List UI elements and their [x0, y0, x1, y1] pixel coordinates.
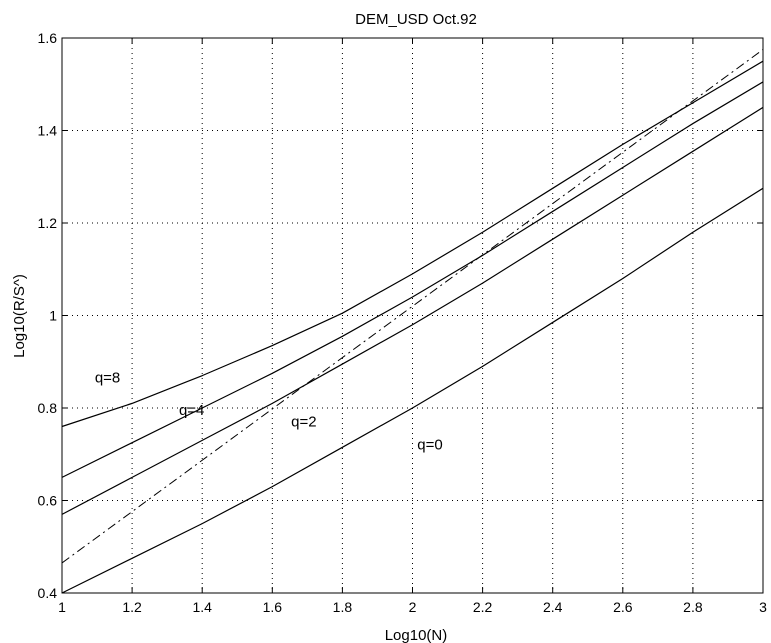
annotation-q0: q=0: [417, 437, 442, 454]
x-tick-label: 2.6: [613, 599, 633, 615]
x-tick-label: 1: [58, 599, 66, 615]
annotation-q2: q=2: [291, 414, 316, 431]
y-tick-label: 0.8: [38, 400, 58, 416]
y-tick-label: 1: [49, 308, 57, 324]
y-tick-label: 0.4: [38, 585, 58, 601]
x-tick-label: 1.4: [192, 599, 212, 615]
x-tick-label: 1.8: [333, 599, 353, 615]
axes: [61, 37, 764, 594]
x-tick-label: 2: [409, 599, 417, 615]
x-tick-label: 3: [759, 599, 767, 615]
y-tick-label: 1.4: [38, 123, 58, 139]
annotation-q4: q=4: [179, 402, 204, 419]
series-line-q0: [61, 187, 764, 594]
x-tick-label: 2.4: [543, 599, 563, 615]
x-tick-label: 1.6: [263, 599, 283, 615]
chart-title: DEM_USD Oct.92: [355, 11, 477, 28]
series-line-q8: [61, 60, 764, 428]
y-tick-label: 1.6: [38, 30, 58, 46]
x-tick-label: 1.2: [122, 599, 142, 615]
x-tick-label: 2.8: [683, 599, 703, 615]
reference-line: [61, 49, 764, 564]
y-tick-label: 0.6: [38, 493, 58, 509]
series-line-q4: [61, 81, 764, 478]
annotations: q=8 q=4 q=2 q=0: [95, 370, 443, 454]
grid: [62, 38, 763, 593]
series-lines: [61, 49, 764, 594]
y-tick-label: 1.2: [38, 215, 58, 231]
y-axis-label: Log10(R/S^): [11, 274, 28, 358]
annotation-q8: q=8: [95, 370, 120, 387]
tick-labels: 1 1.2 1.4 1.6 1.8 2 2.2 2.4 2.6 2.8 3 0.4 0.6 0.8 1 1.2…: [38, 30, 768, 615]
series-line-q2: [61, 106, 764, 515]
x-tick-label: 2.2: [473, 599, 493, 615]
x-axis-label: Log10(N): [385, 627, 448, 643]
